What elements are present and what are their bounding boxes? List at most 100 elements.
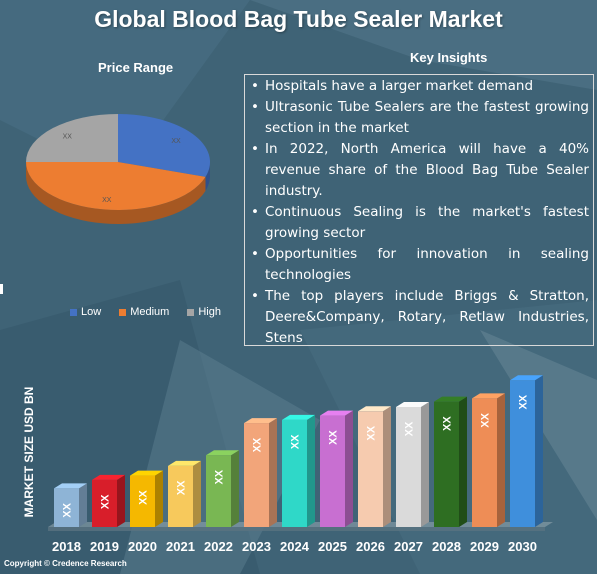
x-tick-label: 2021 — [166, 539, 195, 554]
legend-swatch-low — [70, 308, 77, 316]
bar-2024 — [282, 414, 315, 527]
pie-slice-medium — [26, 162, 206, 210]
bar-top — [206, 450, 239, 456]
pie-chart: XX XX XX — [26, 114, 210, 224]
bar-data-label: XX — [252, 437, 264, 452]
bar-data-label: XX — [100, 494, 112, 509]
bar-2027 — [396, 402, 429, 527]
bar-front — [130, 475, 155, 527]
pie-slice-low — [118, 114, 210, 177]
bar-front — [206, 455, 231, 527]
x-tick-label: 2030 — [508, 539, 537, 554]
bar-data-label: XX — [442, 416, 454, 431]
bar-top — [54, 483, 87, 489]
insight-item: • Opportunities for innovation in sealing… — [249, 244, 589, 286]
copyright-text: Copyright © Credence Research — [4, 559, 127, 568]
legend-item-medium: Medium — [119, 306, 169, 318]
bar-top — [472, 393, 505, 399]
bullet-icon: • — [251, 99, 259, 115]
legend-label-low: Low — [81, 306, 102, 318]
bar-data-label: XX — [214, 469, 226, 484]
insight-text: Ultrasonic Tube Sealers are the fastest … — [265, 99, 589, 136]
x-tick-label: 2028 — [432, 539, 461, 554]
bar-top — [130, 470, 163, 476]
bar-top — [434, 396, 467, 402]
bar-top — [320, 410, 353, 416]
x-tick-label: 2024 — [280, 539, 310, 554]
bar-data-label: XX — [62, 502, 74, 517]
pie-slice-high — [26, 114, 118, 162]
bar-data-label: XX — [176, 480, 188, 495]
chart-floor-edge — [48, 527, 545, 531]
bullet-icon: • — [251, 204, 259, 220]
insight-text: In 2022, North America will have a 40% r… — [265, 141, 589, 199]
bar-2028 — [434, 396, 467, 527]
bar-front — [54, 488, 79, 527]
bar-2025 — [320, 410, 353, 527]
insight-item: • In 2022, North America will have a 40% … — [249, 139, 589, 202]
bar-top — [282, 414, 315, 420]
pie-chart-title: Price Range — [98, 60, 174, 75]
bar-2019 — [92, 474, 125, 527]
legend-swatch-high — [187, 308, 195, 316]
legend-label-medium: Medium — [130, 306, 170, 318]
x-tick-label: 2025 — [318, 539, 347, 554]
bar-2021 — [168, 460, 201, 527]
x-tick-label: 2026 — [356, 539, 385, 554]
bar-2023 — [244, 418, 277, 527]
bar-front — [472, 398, 497, 527]
insight-text: Hospitals have a larger market demand — [265, 78, 534, 94]
bar-2030 — [510, 375, 543, 527]
bar-data-label: XX — [480, 412, 492, 427]
x-tick-label: 2020 — [128, 539, 157, 554]
insight-item: • Hospitals have a larger market demand — [249, 76, 589, 97]
bar-side — [307, 414, 315, 527]
bar-front — [396, 407, 421, 527]
bar-2018 — [54, 483, 87, 527]
bar-data-label: XX — [518, 394, 530, 409]
x-tick-label: 2023 — [242, 539, 271, 554]
x-tick-label: 2027 — [394, 539, 423, 554]
bar-side — [497, 393, 505, 527]
bar-side — [535, 375, 543, 527]
bar-data-label: XX — [138, 490, 150, 505]
x-tick-label: 2019 — [90, 539, 119, 554]
bar-2022 — [206, 450, 239, 527]
legend-item-high: High — [187, 306, 221, 318]
insight-item: • The top players include Briggs & Stratt… — [249, 286, 589, 349]
bar-top — [244, 418, 277, 424]
bar-data-label: XX — [366, 425, 378, 440]
legend-label-high: High — [198, 306, 221, 318]
bar-side — [269, 418, 277, 527]
bar-data-label: XX — [328, 430, 340, 445]
pie-side-low — [205, 162, 210, 191]
insight-item: • Continuous Sealing is the market's fast… — [249, 202, 589, 244]
bar-front — [320, 415, 345, 527]
pie-data-label: XX — [63, 134, 73, 141]
x-tick-label: 2029 — [470, 539, 499, 554]
bar-side — [117, 474, 125, 527]
bar-side — [459, 396, 467, 527]
bar-2020 — [130, 470, 163, 527]
insight-text: Continuous Sealing is the market's faste… — [265, 204, 589, 241]
bar-front — [510, 380, 535, 527]
bar-2029 — [472, 393, 505, 527]
bar-chart-ylabel: MARKET SIZE USD BN — [22, 386, 36, 518]
bar-side — [421, 402, 429, 527]
bar-side — [383, 406, 391, 527]
bar-front — [92, 479, 117, 527]
bar-front — [282, 419, 307, 527]
key-insights-box — [244, 74, 594, 346]
key-insights-list: • Hospitals have a larger market demand •… — [249, 76, 589, 349]
bullet-icon: • — [251, 141, 259, 157]
insight-item: • Ultrasonic Tube Sealers are the fastest… — [249, 97, 589, 139]
edge-marker — [0, 284, 3, 294]
bar-data-label: XX — [404, 421, 416, 436]
legend-swatch-medium — [119, 308, 127, 316]
key-insights-title: Key Insights — [410, 50, 488, 65]
insight-text: Opportunities for innovation in sealing … — [265, 246, 589, 283]
bullet-icon: • — [251, 78, 259, 94]
x-tick-label: 2022 — [204, 539, 233, 554]
bar-front — [244, 423, 269, 527]
bar-top — [396, 402, 429, 407]
